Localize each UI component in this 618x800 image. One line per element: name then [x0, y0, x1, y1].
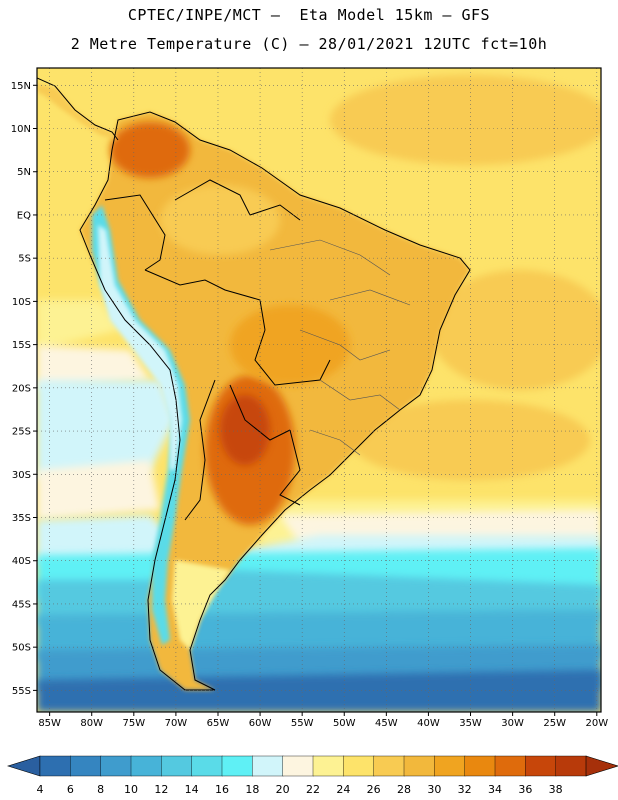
- lat-tick-label: 15N: [11, 81, 31, 92]
- colorbar-label: 28: [397, 783, 411, 796]
- lon-tick-label: 30W: [501, 718, 524, 729]
- central-america-land: [37, 78, 118, 140]
- colorbar-label: 34: [488, 783, 502, 796]
- colorbar-swatch: [525, 755, 557, 777]
- colorbar-swatch: [282, 755, 314, 777]
- colorbar-label: 38: [549, 783, 563, 796]
- lat-tick-label: 10S: [12, 297, 31, 308]
- colorbar-swatch: [343, 755, 375, 777]
- lon-tick-label: 25W: [543, 718, 566, 729]
- hot-region: [110, 122, 190, 178]
- state-borders: [269, 239, 411, 456]
- colorbar-label: 14: [185, 783, 199, 796]
- lon-tick-label: 65W: [207, 718, 230, 729]
- colorbar-swatch: [161, 755, 193, 777]
- hot-region: [220, 395, 270, 465]
- colorbar-label: 16: [215, 783, 229, 796]
- lat-tick-label: 25S: [12, 427, 31, 438]
- colorbar-swatch: [434, 755, 466, 777]
- longitude-axis: 85W 80W 75W 70W 65W 60W 55W 50W 45W 40W 35W 30W 25W 2…: [38, 712, 608, 729]
- lat-tick-label: 15S: [12, 340, 31, 351]
- colorbar-swatch: [464, 755, 496, 777]
- warm-ocean-patch: [330, 75, 601, 165]
- colorbar-swatch: [191, 755, 223, 777]
- lat-tick-label: 35S: [12, 513, 31, 524]
- latitude-axis: 15N 10N 5N EQ 5S 10S 15S 20S 25S 30S 35S 40S 45S 50S 5…: [11, 81, 37, 697]
- colorbar-swatch: [312, 755, 345, 777]
- colorbar-swatch: [221, 755, 254, 777]
- colorbar-swatch: [252, 755, 284, 777]
- colorbar-label: 20: [276, 783, 290, 796]
- colorbar-swatch: [373, 755, 405, 777]
- colorbar-swatch: [130, 755, 163, 777]
- colorbar-arrow-right: [585, 755, 618, 777]
- lat-tick-label: 55S: [12, 686, 31, 697]
- mild-region: [172, 560, 230, 650]
- map-frame: [36, 67, 602, 713]
- lat-tick-label: 5N: [17, 167, 31, 178]
- lon-tick-label: 60W: [249, 718, 272, 729]
- mild-region: [160, 185, 280, 255]
- lat-tick-label: 30S: [12, 470, 31, 481]
- lat-tick-label: 45S: [12, 599, 31, 610]
- lat-tick-label: EQ: [17, 210, 31, 221]
- lon-tick-label: 50W: [333, 718, 356, 729]
- colorbar-label: 6: [67, 783, 74, 796]
- andes-snow: [98, 225, 182, 470]
- lon-tick-label: 40W: [417, 718, 440, 729]
- colorbar-swatch: [403, 755, 436, 777]
- map-subtitle: 2 Metre Temperature (C) – 28/01/2021 12U…: [70, 35, 548, 53]
- lat-tick-label: 50S: [12, 643, 31, 654]
- colorbar-swatch: [70, 755, 102, 777]
- map-title: CPTEC/INPE/MCT – Eta Model 15km – GFS: [127, 6, 491, 24]
- lon-tick-label: 35W: [459, 718, 482, 729]
- colorbar-label: 10: [124, 783, 138, 796]
- lat-tick-label: 20S: [12, 383, 31, 394]
- colorbar-label: 18: [245, 783, 259, 796]
- colorbar-label: 32: [458, 783, 472, 796]
- colorbar-swatch: [100, 755, 132, 777]
- colorbar-swatch: [555, 755, 587, 777]
- warm-region: [230, 305, 350, 385]
- cool-ocean-band: [37, 380, 175, 480]
- lat-tick-label: 5S: [18, 254, 31, 265]
- lon-tick-label: 75W: [122, 718, 145, 729]
- cool-ocean-band: [37, 345, 150, 390]
- colorbar-label: 4: [37, 783, 44, 796]
- colorbar-label: 24: [336, 783, 350, 796]
- colorbar: 4 6 8 10 12 14 16 18 20 22 24 26 28 30 32 34 36 38: [6, 755, 618, 796]
- warm-ocean-patch: [350, 400, 590, 480]
- colorbar-label: 26: [367, 783, 381, 796]
- cool-ocean-band: [37, 460, 160, 520]
- country-borders: [37, 77, 471, 691]
- lon-tick-label: 70W: [165, 718, 188, 729]
- warm-ocean-patch: [430, 270, 601, 390]
- colorbar-arrow-left: [6, 755, 41, 777]
- lon-tick-label: 80W: [80, 718, 103, 729]
- lon-tick-label: 55W: [291, 718, 314, 729]
- colorbar-label: 8: [97, 783, 104, 796]
- grid-lines: [37, 68, 601, 712]
- colorbar-label: 36: [518, 783, 532, 796]
- colorbar-swatch: [494, 755, 527, 777]
- lon-tick-label: 20W: [585, 718, 608, 729]
- cool-ocean-band: [37, 300, 120, 350]
- caribbean-islands: [37, 68, 120, 95]
- map-field: [37, 68, 601, 712]
- lon-tick-label: 85W: [38, 718, 61, 729]
- colorbar-swatch: [39, 755, 72, 777]
- colorbar-label: 12: [154, 783, 168, 796]
- lon-tick-label: 45W: [375, 718, 398, 729]
- lat-tick-label: 40S: [12, 556, 31, 567]
- colorbar-label: 30: [427, 783, 441, 796]
- colorbar-label: 22: [306, 783, 320, 796]
- lat-tick-label: 10N: [11, 124, 31, 135]
